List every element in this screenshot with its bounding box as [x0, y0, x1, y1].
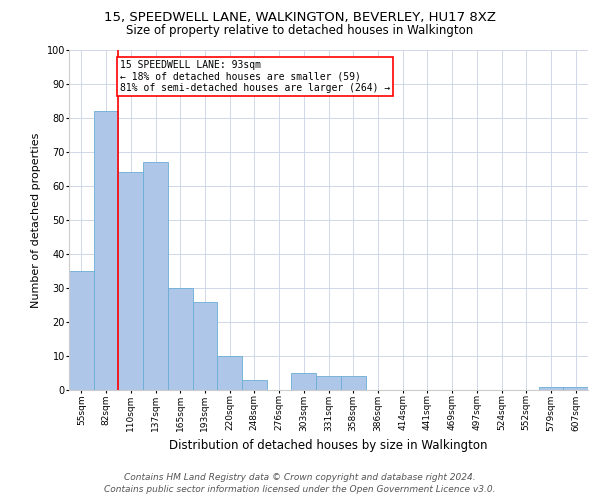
Bar [563, 386, 588, 390]
Bar [94, 111, 118, 390]
Bar [168, 288, 193, 390]
Bar [539, 386, 563, 390]
Bar [69, 271, 94, 390]
Bar [217, 356, 242, 390]
Y-axis label: Number of detached properties: Number of detached properties [31, 132, 41, 308]
Bar [341, 376, 365, 390]
Bar [242, 380, 267, 390]
X-axis label: Distribution of detached houses by size in Walkington: Distribution of detached houses by size … [169, 439, 488, 452]
Bar [118, 172, 143, 390]
Bar [143, 162, 168, 390]
Text: 15 SPEEDWELL LANE: 93sqm
← 18% of detached houses are smaller (59)
81% of semi-d: 15 SPEEDWELL LANE: 93sqm ← 18% of detach… [119, 60, 390, 94]
Text: 15, SPEEDWELL LANE, WALKINGTON, BEVERLEY, HU17 8XZ: 15, SPEEDWELL LANE, WALKINGTON, BEVERLEY… [104, 12, 496, 24]
Bar [292, 373, 316, 390]
Bar [193, 302, 217, 390]
Text: Size of property relative to detached houses in Walkington: Size of property relative to detached ho… [127, 24, 473, 37]
Bar [316, 376, 341, 390]
Text: Contains HM Land Registry data © Crown copyright and database right 2024.
Contai: Contains HM Land Registry data © Crown c… [104, 472, 496, 494]
